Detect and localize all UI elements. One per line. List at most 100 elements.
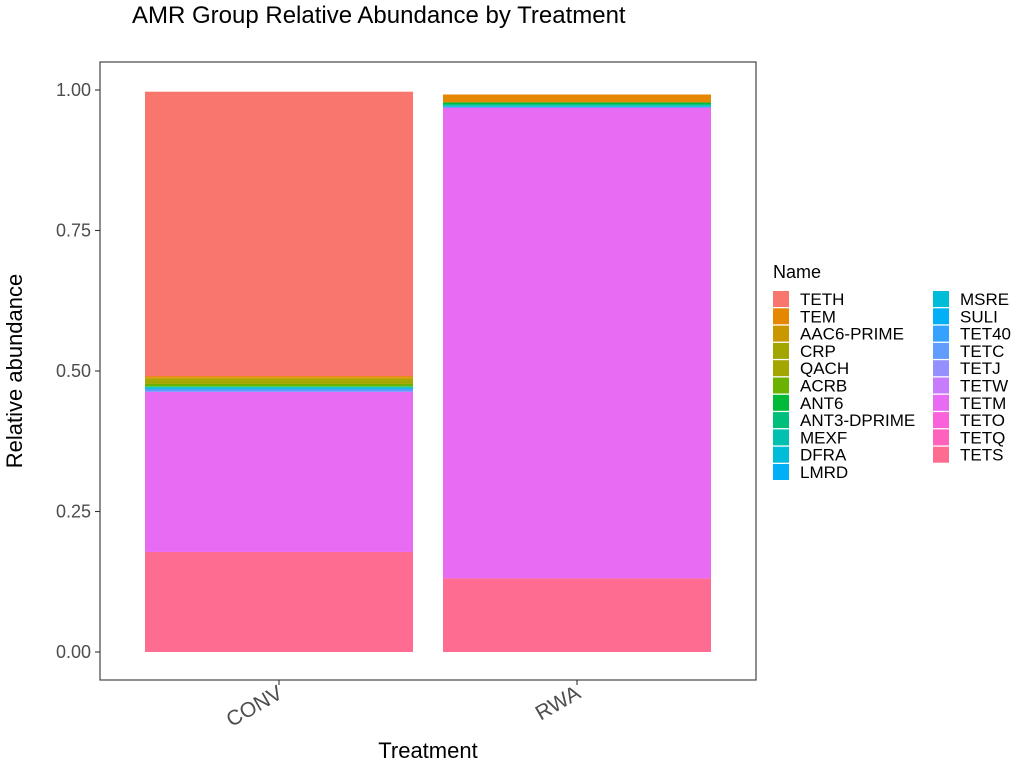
y-tick-label: 1.00 bbox=[56, 80, 91, 100]
legend-label: TETC bbox=[960, 342, 1004, 361]
legend-swatch bbox=[773, 360, 789, 377]
legend-swatch bbox=[773, 446, 789, 463]
bar-segment-rwa-ant3-dprime bbox=[443, 104, 711, 106]
y-tick-label: 0.25 bbox=[56, 502, 91, 522]
legend-swatch bbox=[773, 464, 789, 480]
legend-swatch bbox=[933, 446, 949, 463]
legend-label: TETS bbox=[960, 446, 1003, 465]
legend-item-tetm: TETM bbox=[933, 394, 1006, 413]
y-axis: 0.00 0.25 0.50 0.75 1.00 bbox=[56, 80, 100, 662]
legend-swatch bbox=[933, 342, 949, 359]
legend-swatch bbox=[933, 308, 949, 325]
legend-label: TETO bbox=[960, 411, 1005, 430]
legend-label: TETW bbox=[960, 377, 1008, 396]
legend-label: DFRA bbox=[800, 446, 847, 465]
bar-segment-conv-qach bbox=[145, 380, 413, 384]
legend-item-aac6-prime: AAC6-PRIME bbox=[773, 325, 904, 344]
legend-swatch bbox=[773, 377, 789, 394]
bar-stack-group bbox=[145, 91, 711, 652]
x-tick-label-rwa: RWA bbox=[532, 681, 585, 725]
legend-label: ANT6 bbox=[800, 394, 843, 413]
legend-label: ACRB bbox=[800, 377, 847, 396]
legend-label: TETJ bbox=[960, 359, 1001, 378]
legend-item-tetq: TETQ bbox=[933, 428, 1005, 447]
legend-swatch bbox=[773, 394, 789, 411]
x-axis: CONV RWA bbox=[222, 680, 585, 732]
legend-item-lmrd: LMRD bbox=[773, 463, 848, 482]
legend: Name TETHTEMAAC6-PRIMECRPQACHACRBANT6ANT… bbox=[773, 262, 1011, 482]
bar-segment-conv-tetm bbox=[145, 391, 413, 552]
legend-item-acrb: ACRB bbox=[773, 377, 847, 396]
legend-label: MEXF bbox=[800, 428, 847, 447]
bar-segment-conv-teth bbox=[145, 91, 413, 377]
legend-label: TET40 bbox=[960, 325, 1011, 344]
legend-item-tem: TEM bbox=[773, 307, 836, 326]
bar-segment-rwa-tem bbox=[443, 94, 711, 103]
legend-swatch bbox=[773, 308, 789, 325]
legend-item-msre: MSRE bbox=[933, 290, 1009, 309]
y-axis-title: Relative abundance bbox=[2, 274, 27, 468]
legend-item-qach: QACH bbox=[773, 359, 849, 378]
bar-segment-rwa-lmrd bbox=[443, 106, 711, 108]
legend-item-suli: SULI bbox=[933, 307, 998, 326]
legend-swatch bbox=[933, 291, 949, 307]
legend-swatch bbox=[933, 360, 949, 377]
legend-label: QACH bbox=[800, 359, 849, 378]
bar-segment-conv-crp bbox=[145, 378, 413, 381]
legend-label: TEM bbox=[800, 307, 836, 326]
legend-item-tetj: TETJ bbox=[933, 359, 1001, 378]
bar-segment-conv-ant6 bbox=[145, 386, 413, 387]
y-tick-label: 0.50 bbox=[56, 361, 91, 381]
legend-label: TETH bbox=[800, 290, 844, 309]
legend-item-mexf: MEXF bbox=[773, 428, 847, 447]
legend-swatch bbox=[773, 412, 789, 429]
legend-label: AAC6-PRIME bbox=[800, 325, 904, 344]
legend-swatch bbox=[773, 342, 789, 359]
legend-item-teto: TETO bbox=[933, 411, 1005, 430]
legend-label: ANT3-DPRIME bbox=[800, 411, 915, 430]
legend-swatch bbox=[773, 291, 789, 307]
bar-segment-conv-tets bbox=[145, 551, 413, 652]
bar-segment-conv-tem bbox=[145, 376, 413, 378]
legend-label: LMRD bbox=[800, 463, 848, 482]
bar-segment-conv-aac6-prime bbox=[145, 377, 413, 379]
y-tick-label: 0.00 bbox=[56, 642, 91, 662]
legend-label: TETM bbox=[960, 394, 1006, 413]
bar-segment-conv-tetc bbox=[145, 389, 413, 392]
legend-item-ant3-dprime: ANT3-DPRIME bbox=[773, 411, 915, 430]
bar-segment-conv-tet40 bbox=[145, 388, 413, 390]
legend-title: Name bbox=[773, 262, 821, 282]
bar-segment-rwa-tetm bbox=[443, 107, 711, 579]
legend-item-ant6: ANT6 bbox=[773, 394, 843, 413]
x-tick-label-conv: CONV bbox=[222, 681, 286, 731]
legend-item-tetw: TETW bbox=[933, 377, 1008, 396]
legend-item-dfra: DFRA bbox=[773, 446, 847, 465]
bar-segment-rwa-tets bbox=[443, 578, 711, 652]
legend-label: SULI bbox=[960, 307, 998, 326]
bar-segment-conv-msre bbox=[145, 387, 413, 389]
bar-segment-rwa-ant6 bbox=[443, 102, 711, 105]
legend-label: CRP bbox=[800, 342, 836, 361]
legend-item-teth: TETH bbox=[773, 290, 844, 309]
legend-item-tets: TETS bbox=[933, 446, 1003, 465]
y-tick-label: 0.75 bbox=[56, 221, 91, 241]
legend-item-crp: CRP bbox=[773, 342, 836, 361]
legend-swatch bbox=[773, 429, 789, 446]
x-axis-title: Treatment bbox=[378, 738, 477, 763]
legend-swatch bbox=[773, 325, 789, 342]
legend-swatch bbox=[933, 429, 949, 446]
legend-swatch bbox=[933, 377, 949, 394]
legend-item-tetc: TETC bbox=[933, 342, 1004, 361]
legend-label: MSRE bbox=[960, 290, 1009, 309]
bar-segment-rwa-mexf bbox=[443, 105, 711, 107]
bar-segment-conv-mexf bbox=[145, 386, 413, 388]
legend-label: TETQ bbox=[960, 428, 1005, 447]
legend-swatch bbox=[933, 394, 949, 411]
bar-segment-conv-acrb bbox=[145, 383, 413, 387]
legend-item-tet40: TET40 bbox=[933, 325, 1011, 344]
bar-segment-conv-suli bbox=[145, 388, 413, 389]
legend-swatch bbox=[933, 412, 949, 429]
legend-swatch bbox=[933, 325, 949, 342]
chart-title: AMR Group Relative Abundance by Treatmen… bbox=[132, 2, 626, 29]
